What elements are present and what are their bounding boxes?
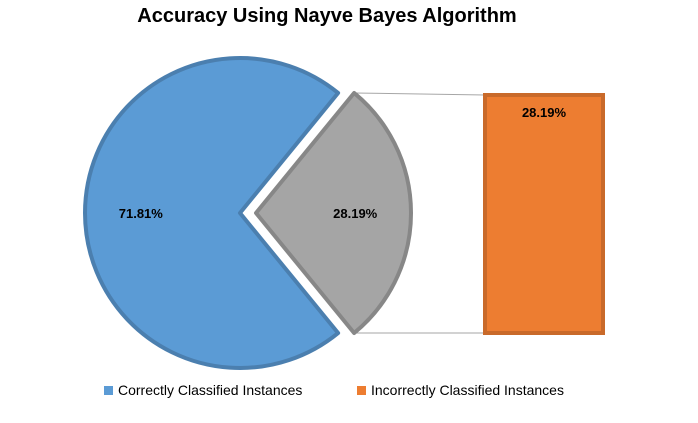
connector-line-top [354,92,486,96]
pie-slice-incorrectly-classified [254,90,413,336]
data-label-incorrectly-classified: 28.19% [333,206,378,221]
chart-title: Accuracy Using Nayve Bayes Algorithm [137,5,516,27]
breakout-bar [483,93,605,335]
legend-entry-correctly-classified: Correctly Classified Instances [118,382,302,398]
legend-swatch-incorrectly-classified [357,386,366,395]
data-label-correctly-classified: 71.81% [119,206,164,221]
legend-entry-incorrectly-classified: Incorrectly Classified Instances [371,382,564,398]
legend: Correctly Classified Instances Incorrect… [104,382,564,398]
data-label-breakout-bar: 28.19% [522,105,567,120]
pie-slice-correctly-classified [83,56,341,370]
legend-swatch-correctly-classified [104,386,113,395]
